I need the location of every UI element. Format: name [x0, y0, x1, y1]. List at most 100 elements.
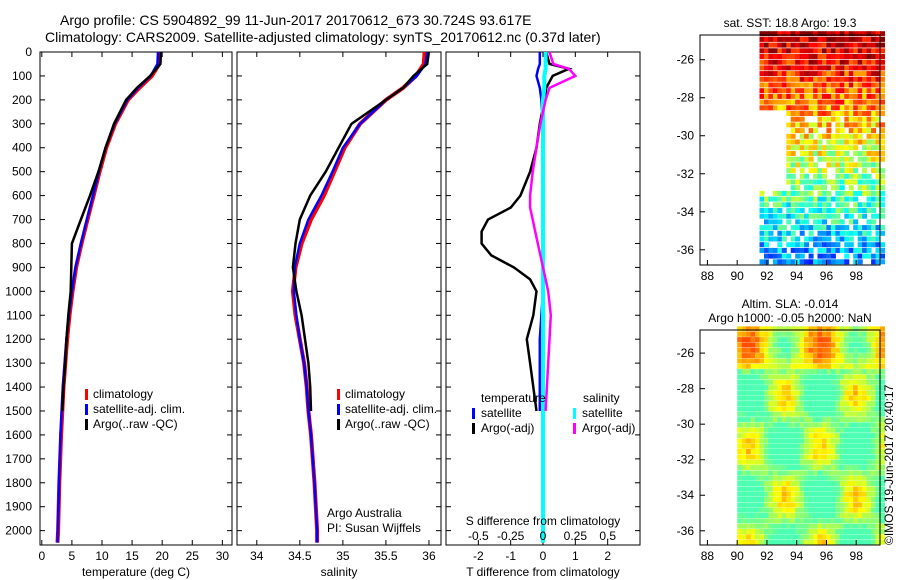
map-cell [835, 247, 841, 253]
map-cell [857, 374, 863, 380]
map-cell [857, 208, 863, 213]
x-tick-label: 35 [336, 549, 350, 563]
map-cell [755, 427, 760, 433]
map-cell [799, 93, 805, 99]
map-cell [839, 219, 845, 225]
credit-text: ©IMOS 19-Jun-2017 20:40:17 [882, 384, 896, 545]
map-cell [880, 82, 885, 88]
map-cell [755, 481, 760, 486]
map-cell [880, 99, 885, 105]
map-cell [835, 465, 841, 470]
map-cell [786, 529, 792, 534]
map-cell [875, 76, 881, 82]
map-cell [759, 465, 765, 470]
map-cell [875, 156, 881, 162]
map-cell [737, 422, 743, 428]
map-cell [777, 427, 783, 433]
map-cell [875, 179, 881, 185]
map-cell [808, 105, 814, 111]
map-cell [857, 385, 863, 391]
map-cell [826, 395, 832, 401]
map-cell [790, 518, 796, 524]
map-cell [826, 358, 832, 364]
map-cell [830, 422, 836, 428]
map-cell [759, 213, 765, 219]
map-cell [764, 534, 769, 540]
map-cell [866, 470, 872, 476]
map-cell [777, 230, 783, 236]
map-cell [866, 208, 872, 213]
map-cell [862, 465, 868, 470]
map-cell [822, 111, 827, 116]
map-cell [772, 105, 778, 111]
map-cell [772, 48, 778, 54]
map-cell [772, 379, 778, 385]
map-cell [835, 133, 841, 139]
map-cell [880, 401, 885, 407]
map-cell [808, 247, 814, 253]
map-cell [839, 48, 845, 54]
map-cell [799, 76, 805, 82]
map-cell [857, 406, 863, 412]
map-cell [866, 539, 872, 545]
map-cell [862, 185, 868, 191]
map-cell [848, 486, 854, 492]
map-cell [768, 502, 774, 508]
map-cell [871, 156, 877, 162]
map-cell [813, 259, 819, 265]
map-cell [875, 374, 881, 380]
map-cell [844, 31, 850, 37]
y-tick-label: 300 [12, 117, 32, 131]
map-cell [835, 363, 841, 369]
map-cell [750, 422, 756, 428]
map-cell [880, 486, 885, 492]
map-cell [830, 459, 836, 465]
map-cell [764, 88, 769, 94]
map-cell [790, 369, 796, 375]
map-cell [822, 156, 827, 162]
map-cell [857, 65, 863, 71]
map-cell [839, 71, 845, 77]
legend-label: satellite-adj. clim. [345, 402, 437, 416]
map-cell [880, 133, 885, 139]
map-cell [795, 71, 801, 77]
map-cell [871, 497, 877, 502]
map-cell [799, 139, 805, 145]
map-cell [871, 253, 877, 259]
map-cell [857, 54, 863, 59]
map-cell [759, 529, 765, 534]
map-cell [790, 122, 796, 128]
map-cell [853, 190, 859, 196]
map-cell [822, 470, 827, 476]
map-cell [826, 342, 832, 348]
map-cell [862, 162, 868, 168]
y-tick-label: 900 [12, 260, 32, 274]
map-cell [790, 481, 796, 486]
map-cell [781, 190, 787, 196]
x-tick-label: 88 [701, 549, 715, 563]
map-cell [786, 173, 792, 179]
annotation-text: PI: Susan Wijffels [327, 521, 421, 535]
map-cell [746, 379, 752, 385]
map-cell [826, 390, 832, 396]
map-cell [835, 76, 841, 82]
map-cell [795, 36, 801, 42]
map-cell [804, 481, 810, 486]
map-cell [804, 486, 810, 492]
map-cell [799, 168, 805, 174]
map-cell [835, 151, 841, 156]
map-cell [772, 219, 778, 225]
map-cell [830, 111, 836, 116]
map-cell [866, 173, 872, 179]
map-cell [839, 145, 845, 151]
map-cell [866, 475, 872, 481]
map-cell [764, 449, 769, 454]
map-cell [755, 539, 760, 545]
map-cell [835, 518, 841, 524]
map-cell [799, 225, 805, 231]
map-cell [853, 122, 859, 128]
x-tick-label: 92 [760, 549, 774, 563]
map-cell [790, 190, 796, 196]
map-cell [853, 449, 859, 454]
map-cell [746, 422, 752, 428]
